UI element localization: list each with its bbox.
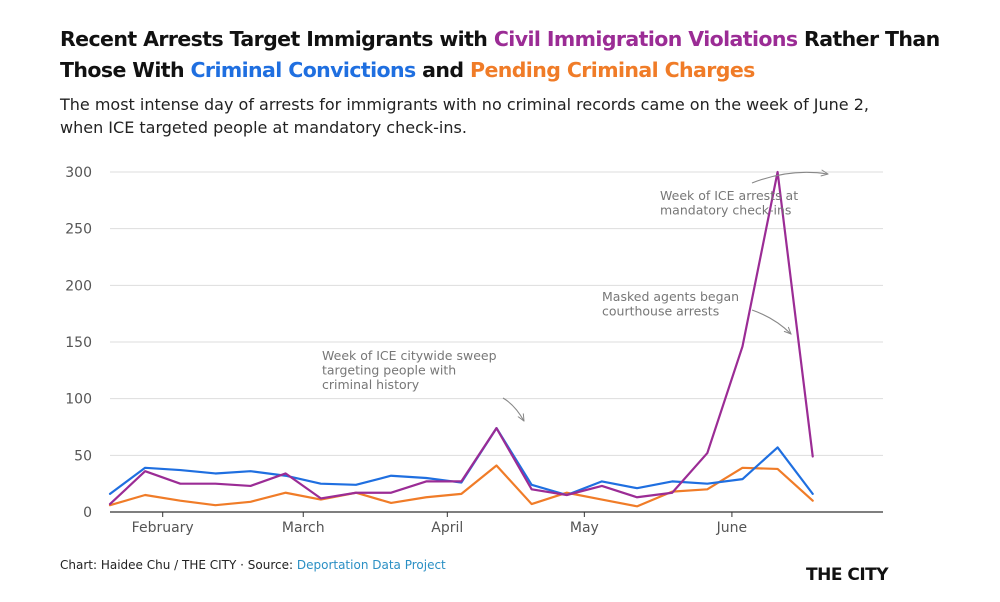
series-line-civil xyxy=(108,170,814,506)
x-tick-label-june: June xyxy=(716,520,748,536)
annotation-arrow-3 xyxy=(751,172,828,184)
annotation-3-line-1: Week of ICE arrests at xyxy=(660,188,798,203)
y-tick-label-300: 300 xyxy=(65,165,92,181)
x-tick-label-april: April xyxy=(431,520,463,536)
series-line-pending xyxy=(108,464,814,508)
annotation-arrow-1 xyxy=(502,397,524,421)
y-tick-label-0: 0 xyxy=(83,505,92,521)
annotation-3-line-2: mandatory check-ins xyxy=(660,203,791,218)
chart-subtitle: The most intense day of arrests for immi… xyxy=(60,95,869,137)
y-tick-label-250: 250 xyxy=(65,222,92,238)
title-part-2: Rather Than Those With xyxy=(60,27,940,82)
series-line-criminal xyxy=(108,427,814,497)
x-tick-label-march: March xyxy=(282,520,325,536)
annotation-1-line-1: Week of ICE citywide sweep xyxy=(322,348,497,363)
annotation-1-line-3: criminal history xyxy=(322,377,420,392)
title-civil-violations: Civil Immigration Violations xyxy=(493,27,798,51)
chart-footer: Chart: Haidee Chu / THE CITY · Source: D… xyxy=(60,558,446,572)
source-link[interactable]: Deportation Data Project xyxy=(296,558,446,572)
y-tick-label-100: 100 xyxy=(65,392,92,408)
annotation-2-line-2: courthouse arrests xyxy=(602,304,719,319)
y-tick-label-200: 200 xyxy=(65,278,92,294)
title-pending-charges: Pending Criminal Charges xyxy=(470,58,755,82)
title-part-3: and xyxy=(415,58,471,82)
title-part-1: Recent Arrests Target Immigrants with xyxy=(60,27,494,51)
annotation-1-line-2: targeting people with xyxy=(322,363,456,378)
title-criminal-convictions: Criminal Convictions xyxy=(190,58,416,82)
the-city-logo: THE CITY xyxy=(806,565,889,585)
x-tick-label-may: May xyxy=(570,520,599,536)
y-tick-label-150: 150 xyxy=(65,335,92,351)
credit-text: Chart: Haidee Chu / THE CITY · Source: xyxy=(60,558,297,572)
annotation-arrow-2 xyxy=(751,309,791,334)
annotation-2-line-1: Masked agents began xyxy=(602,289,739,304)
y-tick-label-50: 50 xyxy=(74,448,92,464)
x-tick-label-february: February xyxy=(132,520,194,536)
chart-title: Recent Arrests Target Immigrants with Ci… xyxy=(60,24,960,86)
